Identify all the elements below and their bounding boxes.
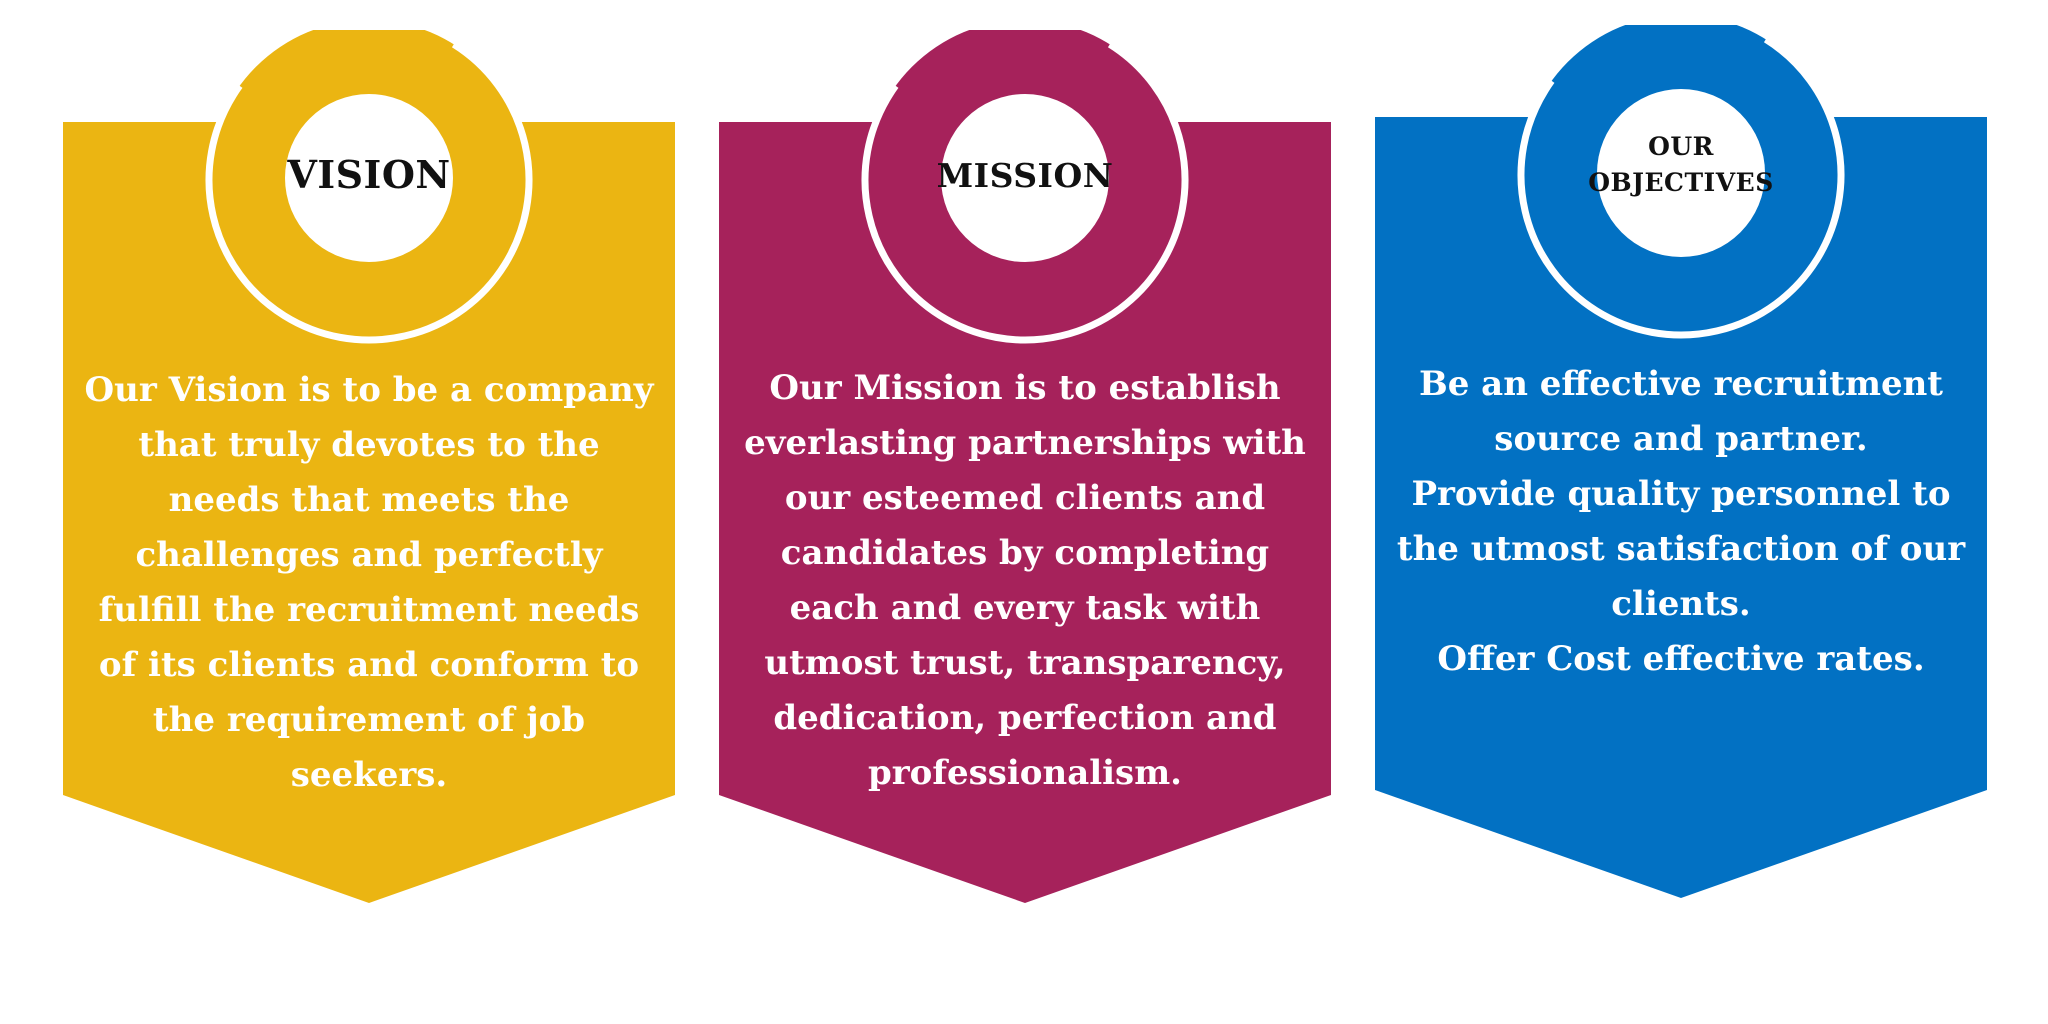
mission-title: MISSION <box>936 156 1114 195</box>
objectives-text-line: Offer Cost effective rates. <box>1437 639 1925 679</box>
objectives-badge-circle <box>1597 89 1765 257</box>
mission-text-line: Our Mission is to establish everlasting … <box>744 368 1306 793</box>
vision-text: Our Vision is to be a company that truly… <box>81 363 657 803</box>
mission-panel: MISSION Our Mission is to establish ever… <box>719 30 1331 910</box>
mission-panel-shape <box>719 30 1331 903</box>
objectives-title-line1: OUR <box>1648 132 1714 161</box>
objectives-text: Be an effective recruitment source and p… <box>1393 357 1969 687</box>
vision-text-line: Our Vision is to be a company that truly… <box>84 370 654 795</box>
objectives-panel: OUR OBJECTIVES Be an effective recruitme… <box>1375 25 1987 905</box>
objectives-text-line: Be an effective recruitment source and p… <box>1418 364 1944 459</box>
vision-badge-circle <box>285 94 453 262</box>
mission-badge-circle <box>941 94 1109 262</box>
mission-text: Our Mission is to establish everlasting … <box>737 361 1313 801</box>
objectives-text-line: Provide quality personnel to the utmost … <box>1396 474 1966 624</box>
vision-title: VISION <box>287 152 451 197</box>
vision-panel: VISION Our Vision is to be a company tha… <box>63 30 675 910</box>
objectives-title-line2: OBJECTIVES <box>1588 168 1774 197</box>
objectives-panel-shape <box>1375 25 1987 898</box>
objectives-title: OUR OBJECTIVES <box>1375 129 1987 201</box>
vision-panel-shape <box>63 30 675 903</box>
